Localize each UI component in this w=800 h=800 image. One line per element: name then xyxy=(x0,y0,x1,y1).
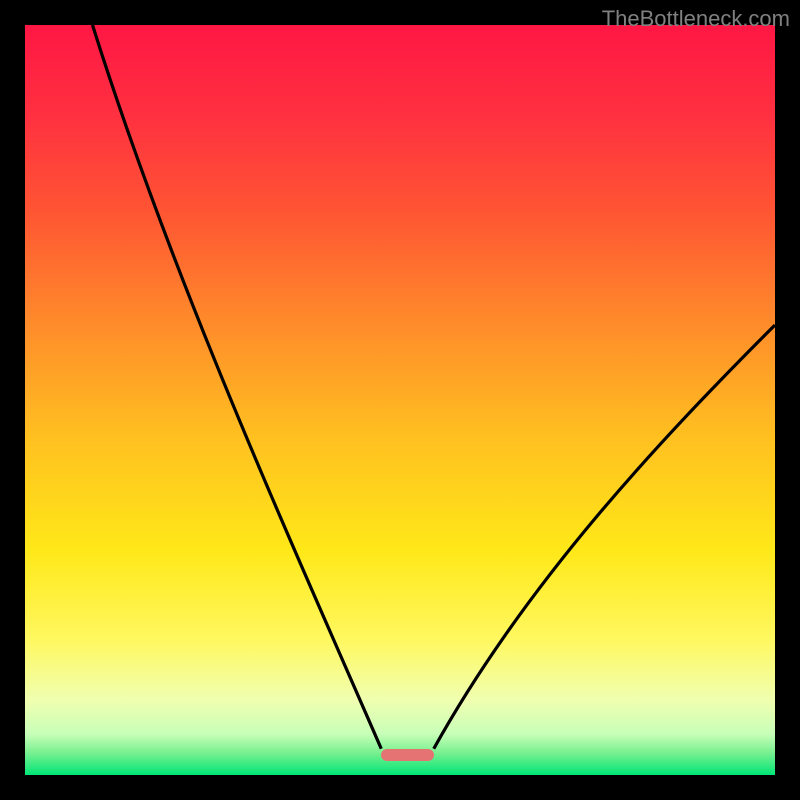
plot-area xyxy=(25,25,775,775)
curve-left-branch xyxy=(93,25,382,749)
curve-right-branch xyxy=(434,325,775,749)
watermark-text: TheBottleneck.com xyxy=(602,6,790,32)
bottleneck-curve xyxy=(25,25,775,775)
minimum-marker xyxy=(381,749,434,761)
